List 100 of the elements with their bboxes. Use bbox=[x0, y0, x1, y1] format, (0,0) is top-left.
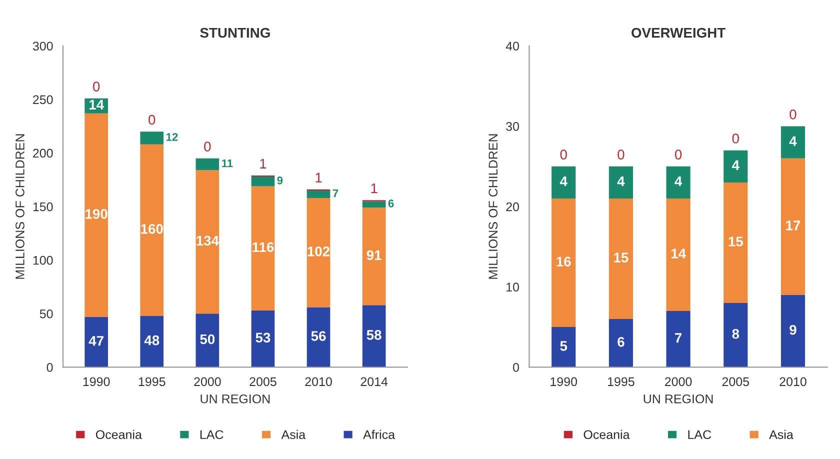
x-axis-title: UN REGION bbox=[644, 394, 713, 404]
bar bbox=[196, 158, 220, 170]
data-label: 17 bbox=[786, 220, 800, 230]
bar bbox=[362, 201, 386, 208]
y-tick-label: 200 bbox=[33, 148, 53, 158]
bar bbox=[140, 132, 164, 144]
bar bbox=[552, 166, 576, 199]
bar bbox=[608, 319, 633, 368]
bar bbox=[666, 166, 690, 199]
bar bbox=[666, 310, 690, 368]
bar bbox=[84, 113, 108, 317]
legend-label: Oceania bbox=[96, 430, 142, 440]
y-tick-label: 20 bbox=[506, 202, 519, 212]
data-label: 5 bbox=[560, 341, 568, 351]
bar bbox=[724, 150, 748, 182]
data-label: 4 bbox=[560, 176, 568, 186]
bar bbox=[780, 158, 806, 295]
data-label: 6 bbox=[618, 336, 624, 347]
legend-label: Africa bbox=[363, 430, 396, 440]
legend-label: Asia bbox=[769, 430, 794, 440]
data-label: 0 bbox=[148, 114, 156, 125]
data-label: 9 bbox=[790, 324, 796, 335]
bar bbox=[608, 198, 633, 320]
data-label: 0 bbox=[732, 134, 739, 144]
bar bbox=[140, 144, 164, 316]
data-label: 12 bbox=[166, 133, 178, 141]
x-tick-label: 2014 bbox=[360, 377, 388, 386]
data-label: 1 bbox=[260, 158, 266, 168]
bar bbox=[780, 294, 806, 368]
bar bbox=[140, 316, 164, 368]
data-label: 91 bbox=[366, 250, 382, 260]
data-label: 134 bbox=[196, 236, 219, 246]
data-label: 0 bbox=[204, 142, 211, 152]
data-label: 0 bbox=[93, 82, 100, 92]
bar bbox=[724, 182, 748, 303]
data-label: 53 bbox=[256, 332, 270, 343]
y-tick-label: 300 bbox=[32, 42, 53, 51]
data-label: 0 bbox=[674, 150, 682, 160]
bar bbox=[251, 310, 275, 368]
x-tick-label: 2010 bbox=[780, 377, 806, 386]
data-label: 1 bbox=[316, 172, 322, 182]
y-tick-label: 40 bbox=[506, 42, 519, 51]
y-tick-label: 30 bbox=[506, 122, 519, 131]
bar bbox=[306, 307, 330, 368]
x-tick-label: 1995 bbox=[138, 377, 166, 386]
bar bbox=[196, 170, 220, 314]
y-tick-label: 250 bbox=[33, 95, 53, 104]
bar bbox=[552, 198, 576, 328]
bar bbox=[306, 198, 330, 308]
data-label: 11 bbox=[222, 159, 233, 168]
legend-label: LAC bbox=[200, 430, 224, 440]
data-label: 0 bbox=[618, 150, 624, 160]
bar bbox=[724, 302, 748, 368]
legend-label: Asia bbox=[281, 430, 306, 440]
data-label: 6 bbox=[388, 200, 394, 208]
data-label: 1 bbox=[371, 184, 378, 194]
bar bbox=[552, 327, 576, 368]
x-tick-label: 1990 bbox=[550, 377, 578, 386]
y-tick-label: 150 bbox=[33, 202, 53, 212]
legend-label: LAC bbox=[688, 430, 712, 440]
data-label: 102 bbox=[308, 246, 330, 256]
legend-label: Oceania bbox=[584, 430, 630, 440]
data-label: 4 bbox=[617, 176, 625, 186]
bar bbox=[251, 186, 275, 310]
data-label: 56 bbox=[311, 331, 326, 341]
data-label: 14 bbox=[671, 248, 686, 258]
bar bbox=[251, 176, 275, 186]
data-label: 48 bbox=[144, 335, 160, 346]
data-label: 7 bbox=[332, 189, 338, 198]
x-tick-label: 1995 bbox=[608, 377, 634, 386]
x-tick-label: 2005 bbox=[722, 377, 750, 386]
data-label: 4 bbox=[789, 136, 797, 146]
bar bbox=[666, 198, 690, 311]
data-label: 16 bbox=[556, 256, 571, 267]
data-label: 160 bbox=[141, 224, 163, 234]
data-label: 116 bbox=[252, 242, 274, 252]
data-label: 4 bbox=[732, 160, 740, 170]
bar bbox=[780, 126, 806, 158]
data-label: 58 bbox=[366, 330, 382, 340]
y-tick-label: 0 bbox=[46, 363, 53, 372]
x-tick-label: 2010 bbox=[305, 377, 332, 386]
data-label: 9 bbox=[277, 176, 283, 184]
data-label: 190 bbox=[86, 209, 108, 219]
data-label: 4 bbox=[674, 176, 682, 186]
bar bbox=[84, 316, 108, 368]
data-label: 14 bbox=[89, 100, 104, 110]
y-axis-title: MILLIONS OF CHILDREN bbox=[488, 134, 498, 279]
x-tick-label: 1990 bbox=[83, 377, 110, 386]
bar bbox=[362, 208, 386, 306]
x-axis-title: UN REGION bbox=[200, 394, 270, 404]
data-label: 0 bbox=[790, 109, 796, 120]
y-axis-title: MILLIONS OF CHILDREN bbox=[16, 134, 24, 279]
x-tick-label: 2000 bbox=[665, 377, 692, 386]
y-tick-label: 10 bbox=[506, 282, 519, 292]
data-label: 8 bbox=[732, 328, 740, 339]
data-label: 15 bbox=[728, 236, 743, 246]
y-tick-label: 50 bbox=[40, 309, 53, 318]
chart-title: STUNTING bbox=[200, 28, 270, 38]
bar bbox=[608, 166, 633, 199]
data-label: 0 bbox=[560, 150, 567, 160]
